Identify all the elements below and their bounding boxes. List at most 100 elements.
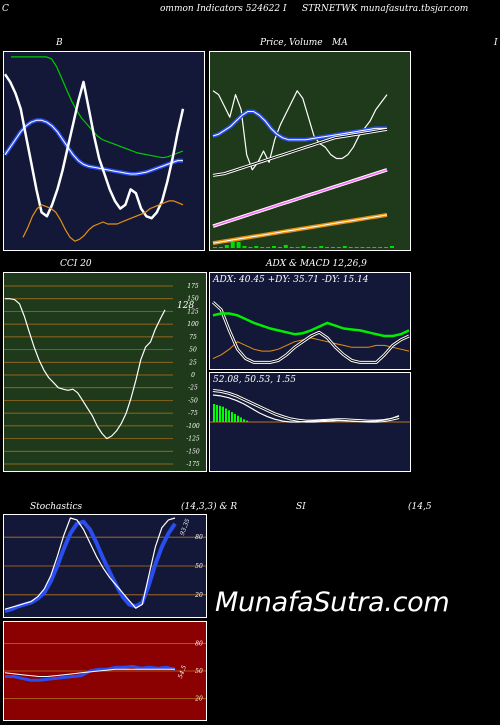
adx-line [212,312,410,338]
adx-panel [209,272,411,370]
volume-bar [319,246,324,248]
cci-tick-label: 125 [187,308,199,315]
volume-bar [313,247,318,248]
b-series-orange [22,200,184,242]
rsi-last-label: 54.5 [177,664,188,679]
macd-histogram-bar [219,405,221,422]
volume-bar [384,247,389,248]
b-title: B [56,38,63,48]
volume-bar [242,246,247,248]
cci-tick-label: -175 [186,461,200,468]
price-title-prefix: Price, [260,38,287,48]
volume-bar [218,247,223,248]
volume-bar [266,247,271,248]
header-left: C [2,4,9,14]
volume-bar [277,247,282,248]
volume-bar [213,247,217,248]
macd-histogram-bar [237,415,239,422]
header-center: ommon Indicators 524622 I [160,4,287,14]
macd-histogram-bar [246,420,248,422]
macd-values: 52.08, 50.53, 1.55 [213,375,297,385]
rsi-title: SI [296,502,306,512]
macd-line [212,394,400,423]
cci-tick-label: -75 [188,410,198,417]
price-ma-pink-core [212,169,388,227]
price-ma-orange-core [212,214,388,244]
volume-bar [354,247,359,248]
macd-histogram-bar [231,412,233,422]
b-series-blue-core [4,119,183,175]
stoch-tick-label: 80 [195,534,203,541]
cci-tick-label: 0 [191,372,195,379]
volume-bar [325,247,330,248]
adx-background [209,272,411,370]
macd-histogram-bar [216,404,218,422]
volume-bar [248,247,253,248]
b-series-white [3,73,185,220]
cci-tick-label: -125 [186,436,200,443]
cci-title: CCI 20 [60,259,92,269]
volume-bar [336,247,341,248]
rsi-tick-label: 80 [195,640,203,647]
volume-bar [390,246,394,248]
watermark: MunafaSutra.com [215,587,450,618]
cci-tick-label: -150 [186,448,200,455]
cci-tick-label: -25 [188,385,198,392]
rsi-panel: 80 50 20 54.5 [3,621,207,721]
volume-bar [360,247,365,248]
price-series-blue-core [212,111,387,141]
b-panel [3,51,205,251]
volume-bar [342,246,347,248]
price-title-ma: MA [332,38,348,48]
volume-bar [331,247,335,248]
macd-panel [209,372,411,472]
macd-histogram-bar [222,406,224,422]
volume-bar [289,247,294,248]
price-panel [209,51,411,251]
right-edge-title: I [494,38,498,48]
macd-histogram-bar [225,408,227,422]
volume-bar [348,247,353,248]
macd-histogram-bar [240,417,242,422]
rsi-params: (14,5 [408,502,432,512]
volume-bar [254,246,259,248]
stoch-title: Stochastics [30,502,83,512]
rsi-white-line [4,668,175,677]
plus-dy-line-core [212,301,410,363]
volume-bar [283,245,288,248]
volume-bar [366,247,371,248]
volume-bar [295,247,300,248]
adx-values: ADX: 40.45 +DY: 35.71 -DY: 15.14 [213,275,369,285]
b-series-green [11,56,184,159]
macd-histogram-bar [228,410,230,422]
cci-panel: 175 150 125 100 75 50 25 0 -25 -50 -75 -100 -125 -150… [3,272,207,472]
volume-bar [307,247,312,248]
stoch-blue-line [4,519,177,614]
cci-tick-label: 50 [189,347,197,354]
price-ma-white-core [212,128,388,176]
volume-bar [236,242,241,248]
volume-bar [224,245,229,248]
volume-bar [230,242,235,248]
macd-histogram-bar [213,404,215,422]
cci-tick-label: 75 [189,334,197,341]
volume-bar [301,246,306,248]
macd-histogram-bar [234,413,236,422]
cci-last-label: 128 [177,301,194,311]
macd-histogram-bar [243,419,245,422]
volume-bar [372,247,377,248]
cci-tick-label: 25 [188,359,197,366]
minus-dy-line [212,337,410,360]
cci-tick-label: -100 [186,423,200,430]
b-background [3,51,205,251]
cci-tick-label: 150 [187,296,199,303]
cci-tick-label: -50 [188,397,198,404]
header-right: STRNETWK munafasutra.tbsjar.com [302,4,469,14]
volume-bar [260,247,265,248]
cci-tick-label: 175 [187,283,199,290]
volume-bar [378,247,383,248]
cci-line [5,298,166,440]
stoch-white-line [4,517,176,610]
rsi-tick-label: 50 [195,668,203,675]
